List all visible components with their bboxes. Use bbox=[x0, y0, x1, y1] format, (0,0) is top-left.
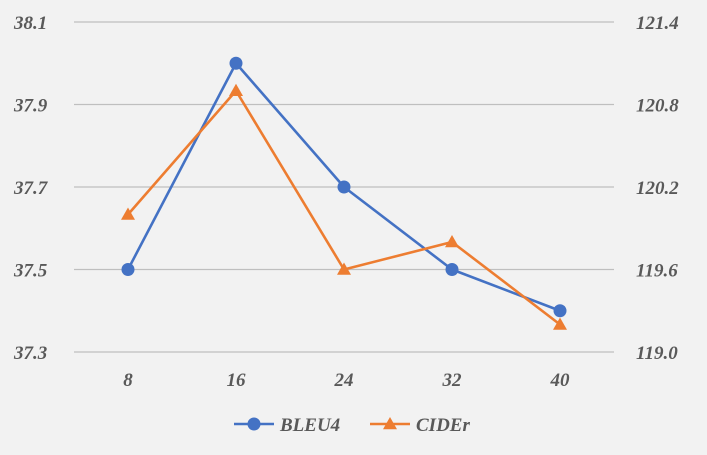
x-axis-tick-label: 16 bbox=[227, 370, 247, 391]
right-axis-tick-labels: 119.0 119.6 120.2 120.8 121.4 bbox=[636, 13, 679, 364]
legend-item-cider: CIDEr bbox=[370, 415, 470, 436]
data-point bbox=[337, 262, 351, 275]
x-axis-tick-label: 24 bbox=[334, 370, 354, 391]
data-point bbox=[553, 304, 567, 318]
x-axis-tick-labels: 8 16 24 32 40 bbox=[123, 370, 570, 391]
left-axis-tick-label: 37.9 bbox=[13, 96, 48, 117]
right-axis-tick-label: 120.2 bbox=[636, 178, 679, 199]
x-axis-tick-label: 32 bbox=[442, 370, 463, 391]
x-axis-tick-label: 40 bbox=[550, 370, 571, 391]
right-axis-tick-label: 119.6 bbox=[636, 261, 678, 282]
data-point bbox=[337, 180, 351, 194]
data-point bbox=[229, 83, 243, 96]
right-axis-tick-label: 121.4 bbox=[636, 13, 679, 34]
legend-label: CIDEr bbox=[416, 415, 470, 436]
left-axis-tick-label: 37.7 bbox=[13, 178, 49, 199]
left-axis-tick-label: 37.3 bbox=[13, 343, 47, 364]
data-point bbox=[121, 207, 135, 220]
series-layer bbox=[121, 56, 567, 330]
series-line bbox=[127, 89, 561, 326]
left-axis-tick-label: 37.5 bbox=[13, 261, 48, 282]
legend-item-bleu4: BLEU4 bbox=[234, 415, 340, 436]
legend: BLEU4 CIDEr bbox=[234, 415, 470, 436]
left-axis-tick-labels: 37.3 37.5 37.7 37.9 38.1 bbox=[13, 13, 49, 364]
data-point bbox=[445, 263, 459, 276]
series-cider bbox=[121, 83, 567, 330]
data-point bbox=[445, 235, 459, 248]
x-axis-tick-label: 8 bbox=[123, 370, 133, 391]
right-axis-tick-label: 119.0 bbox=[636, 343, 678, 364]
legend-swatch-marker bbox=[383, 417, 397, 430]
legend-label: BLEU4 bbox=[279, 415, 340, 436]
data-point bbox=[229, 56, 243, 70]
data-point bbox=[553, 317, 567, 330]
right-axis-tick-label: 120.8 bbox=[636, 96, 679, 117]
legend-swatch-marker bbox=[247, 417, 261, 431]
left-axis-tick-label: 38.1 bbox=[13, 13, 47, 34]
data-point bbox=[121, 263, 135, 276]
